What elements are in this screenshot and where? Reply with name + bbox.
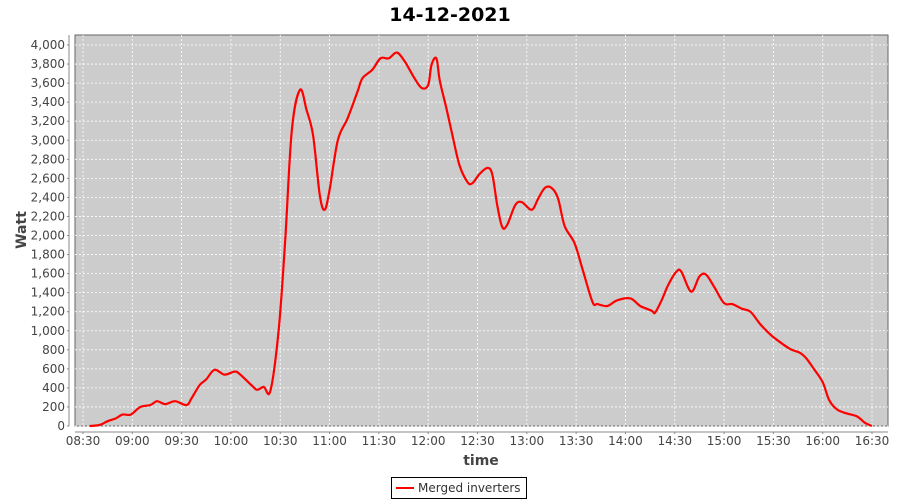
y-tick-label: 4,000 xyxy=(31,38,65,52)
x-tick-label: 12:30 xyxy=(460,434,495,448)
y-tick-label: 1,000 xyxy=(31,324,65,338)
plot-area xyxy=(74,34,889,427)
x-tick-label: 13:30 xyxy=(559,434,594,448)
y-tick-label: 3,400 xyxy=(31,95,65,109)
x-tick-label: 14:00 xyxy=(608,434,643,448)
x-tick-label: 11:30 xyxy=(362,434,397,448)
x-axis-label: time xyxy=(463,453,499,469)
y-tick-label: 1,800 xyxy=(31,248,65,262)
legend: Merged inverters xyxy=(391,477,527,499)
y-tick-label: 3,600 xyxy=(31,76,65,90)
y-tick-label: 3,000 xyxy=(31,133,65,147)
legend-swatch xyxy=(396,487,414,489)
x-tick-label: 15:30 xyxy=(756,434,791,448)
x-tick-label: 16:30 xyxy=(855,434,890,448)
x-tick-label: 14:30 xyxy=(657,434,692,448)
chart-title: 14-12-2021 xyxy=(389,4,511,26)
x-tick-label: 11:00 xyxy=(312,434,347,448)
x-tick-label: 09:00 xyxy=(115,434,150,448)
y-tick-label: 600 xyxy=(42,362,65,376)
y-tick-label: 2,800 xyxy=(31,152,65,166)
x-tick-label: 12:00 xyxy=(411,434,446,448)
y-tick-label: 2,600 xyxy=(31,171,65,185)
series-line-merged-inverters xyxy=(89,51,873,428)
y-tick-label: 400 xyxy=(42,381,65,395)
x-tick-label: 15:00 xyxy=(707,434,742,448)
y-tick-label: 3,800 xyxy=(31,57,65,71)
grid-lines xyxy=(75,35,888,427)
x-tick-label: 08:30 xyxy=(66,434,101,448)
y-tick-label: 2,000 xyxy=(31,229,65,243)
y-tick-label: 800 xyxy=(42,343,65,357)
y-tick-label: 200 xyxy=(42,400,65,414)
y-tick-label: 3,200 xyxy=(31,114,65,128)
y-tick-label: 1,600 xyxy=(31,267,65,281)
y-tick-label: 1,400 xyxy=(31,286,65,300)
x-tick-label: 10:00 xyxy=(214,434,249,448)
x-tick-label: 16:00 xyxy=(805,434,840,448)
y-tick-label: 2,400 xyxy=(31,190,65,204)
y-axis-label: Watt xyxy=(14,211,30,249)
y-tick-label: 1,200 xyxy=(31,305,65,319)
x-tick-label: 09:30 xyxy=(164,434,199,448)
x-axis: 08:30 09:00 09:30 10:00 10:30 11:00 11:30 12:00… xyxy=(66,431,890,448)
y-tick-label: 2,200 xyxy=(31,209,65,223)
legend-label: Merged inverters xyxy=(418,481,521,495)
y-axis: 0 200 400 600 800 1,000 1,200 1,400 1,600 1,800 2,… xyxy=(31,35,70,433)
x-tick-label: 10:30 xyxy=(263,434,298,448)
y-tick-label: 0 xyxy=(57,419,65,433)
x-tick-label: 13:00 xyxy=(510,434,545,448)
